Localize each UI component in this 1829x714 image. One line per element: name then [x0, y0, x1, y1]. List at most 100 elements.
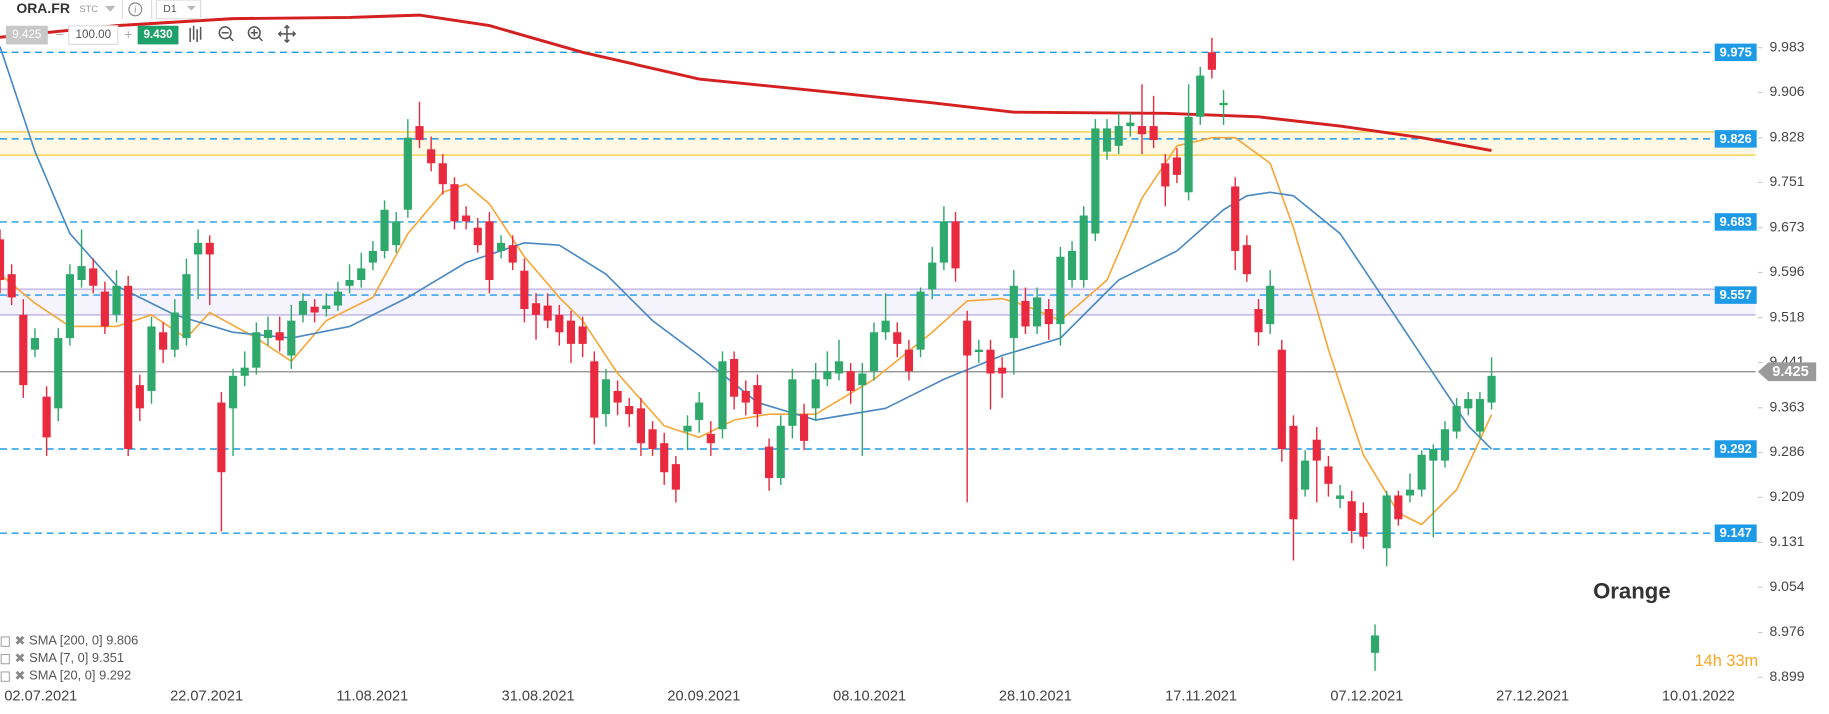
candle-body [776, 425, 785, 479]
candle-body [1137, 126, 1147, 135]
candle-body [357, 268, 366, 280]
bid: 9.425 [12, 28, 41, 41]
legend-entry: SMA [7, 0] 9.351 [29, 651, 124, 666]
candle-body [1440, 429, 1450, 461]
candle-body [1370, 635, 1380, 653]
candle-body [30, 338, 40, 350]
candle-body [531, 303, 541, 315]
zone [0, 131, 1756, 156]
info-i: i [134, 4, 136, 14]
candle-body [916, 291, 925, 350]
dropdown[interactable] [186, 5, 196, 11]
legend-close: ✖ [14, 651, 25, 666]
candle-body [1184, 116, 1193, 193]
candle-body [1172, 157, 1182, 175]
legend-value: 9.806 [106, 633, 138, 648]
candle-body [135, 385, 144, 409]
legend-value: 9.351 [92, 651, 124, 666]
x-tick-label: 07.12.2021 [1330, 688, 1403, 704]
level-label-box [1714, 43, 1757, 62]
candle-body [765, 446, 774, 479]
candle-body [601, 379, 611, 415]
level-label-box [1714, 440, 1757, 458]
candle-body [1219, 102, 1228, 106]
candle-body [893, 332, 902, 344]
candle-body [1359, 512, 1368, 537]
timeframe-box[interactable] [155, 0, 202, 20]
y-tick-label: 9.983 [1770, 38, 1805, 54]
candle-body [543, 305, 552, 321]
candle-body [1475, 399, 1484, 432]
plus[interactable]: + [124, 26, 132, 42]
y-tick-label: 9.209 [1770, 488, 1805, 504]
candle-body [275, 332, 284, 341]
x-tick-label: 27.12.2021 [1496, 688, 1569, 704]
legend-icon [0, 671, 10, 682]
candle-body [939, 221, 948, 263]
legend-name: SMA [20, 0] [29, 668, 95, 683]
candle-body [345, 279, 354, 286]
candle-body [1266, 285, 1275, 325]
candle-body [508, 245, 517, 263]
candle-body [788, 379, 797, 426]
candle-body [811, 379, 820, 409]
candle-body [1161, 163, 1170, 187]
candle-body [636, 408, 645, 444]
candle-body [462, 215, 471, 222]
candle-body [147, 326, 156, 391]
ask-box[interactable] [137, 25, 179, 45]
candle-body [89, 268, 98, 286]
minus[interactable]: − [55, 26, 63, 42]
candle-body [1033, 297, 1042, 327]
candle-body [1277, 349, 1286, 449]
dropdown[interactable] [104, 5, 116, 12]
candle-body [205, 242, 214, 255]
candle-body [438, 163, 447, 185]
candle-body [1114, 126, 1123, 146]
level-label-box [1714, 213, 1757, 231]
y-tick-label: 9.131 [1770, 533, 1805, 549]
candle-body [951, 221, 960, 269]
candle-body [1102, 128, 1112, 152]
candle-body [823, 371, 832, 380]
candle-body [1254, 309, 1263, 333]
candle-body [1324, 466, 1333, 484]
x-tick-label: 08.10.2021 [833, 688, 906, 704]
candle-body [1231, 186, 1240, 251]
candle-body [310, 306, 319, 313]
candle-body [799, 414, 809, 441]
level-label: 9.975 [1720, 44, 1752, 59]
info-icon[interactable] [128, 2, 143, 17]
x-tick-label: 28.10.2021 [999, 688, 1072, 704]
candle-body [1312, 439, 1321, 461]
volume: 100.00 [75, 28, 111, 41]
candle-body [1382, 495, 1391, 549]
symbol[interactable]: ORA.FR [16, 0, 70, 16]
candle-body [240, 367, 249, 376]
candle-body [1394, 495, 1403, 520]
x-tick-label: 11.08.2021 [336, 688, 408, 704]
candle-body [974, 349, 983, 353]
y-tick-label: 9.751 [1770, 173, 1805, 189]
candle-body [986, 349, 995, 374]
tools[interactable] [189, 24, 297, 44]
bid-box[interactable] [5, 25, 48, 45]
candle-body [427, 149, 436, 164]
volume-box[interactable] [68, 25, 119, 45]
candle-body [753, 385, 762, 415]
candle-body [834, 361, 844, 374]
candle-body [1452, 406, 1461, 432]
candle-body [112, 285, 121, 315]
candle-body [252, 332, 261, 368]
candle-body [578, 326, 587, 344]
candle-body [1091, 128, 1100, 234]
candle-body [368, 250, 377, 263]
y-tick-label: 9.518 [1770, 308, 1805, 324]
candle-body [730, 358, 739, 397]
y-tick-label: 9.673 [1770, 218, 1805, 234]
candle-body [1056, 256, 1065, 325]
candle-body [42, 396, 51, 438]
candle-body [496, 242, 506, 251]
candle-body [415, 126, 424, 141]
candle-body [54, 338, 63, 409]
